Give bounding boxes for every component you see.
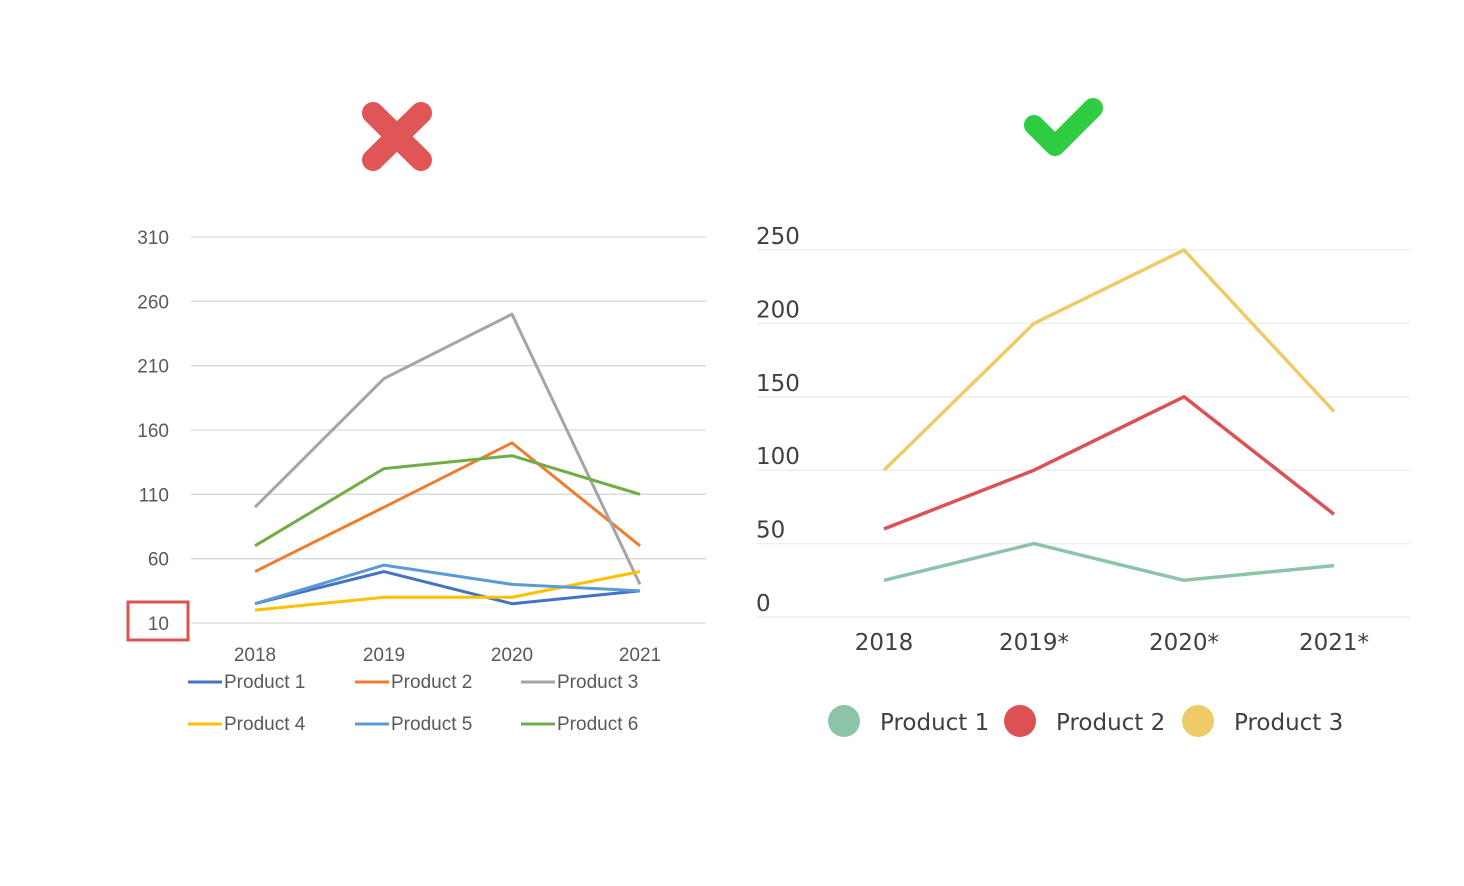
series-line-3 (253, 312, 642, 586)
y-tick-label: 10 (148, 614, 169, 635)
series-line-6 (254, 454, 641, 548)
y-tick-label: 250 (756, 224, 800, 250)
left-chart: 10 60 110 160 210 260 310 2018 2019 2020 2021 Produ… (126, 228, 706, 735)
x-tick-label: 2021* (1299, 630, 1369, 656)
legend-label: Product 5 (391, 714, 472, 735)
series-line-1 (254, 570, 641, 606)
y-tick-label: 260 (137, 292, 169, 313)
series-line-1 (883, 541, 1335, 583)
x-tick-label: 2019* (999, 630, 1069, 656)
highlight-box (126, 600, 190, 642)
y-tick-label: 210 (137, 357, 169, 378)
right-chart: 0 50 100 150 200 250 2018 2019* 2020* 2021* Produc… (756, 224, 1410, 737)
y-tick-label: 50 (756, 518, 785, 544)
cross-icon (362, 102, 432, 171)
legend-label: Product 2 (1056, 710, 1165, 736)
y-tick-label: 0 (756, 591, 771, 617)
series-line-4 (254, 570, 641, 612)
x-tick-label: 2019 (363, 645, 405, 666)
y-tick-label: 200 (756, 297, 800, 323)
legend-label: Product 3 (1234, 710, 1343, 736)
y-tick-label: 100 (756, 444, 800, 470)
legend-swatch (1182, 705, 1214, 737)
legend-label: Product 4 (224, 714, 306, 735)
series-line-2 (883, 395, 1336, 531)
legend-label: Product 3 (557, 672, 638, 693)
legend-swatch (828, 705, 860, 737)
x-tick-label: 2018 (234, 645, 276, 666)
series-line-2 (254, 441, 641, 573)
x-tick-label: 2020* (1149, 630, 1219, 656)
y-tick-label: 310 (137, 228, 169, 249)
legend-label: Product 1 (224, 672, 305, 693)
series-line-5 (254, 563, 641, 606)
x-tick-label: 2018 (855, 630, 914, 656)
x-tick-label: 2021 (619, 645, 661, 666)
legend-label: Product 2 (391, 672, 472, 693)
legend-swatch (1004, 705, 1036, 737)
legend-label: Product 6 (557, 714, 638, 735)
x-tick-label: 2020 (491, 645, 533, 666)
y-tick-label: 60 (148, 550, 169, 571)
legend-label: Product 1 (880, 710, 989, 736)
y-tick-label: 150 (756, 371, 800, 397)
y-tick-label: 160 (137, 421, 169, 442)
check-icon (1024, 98, 1103, 156)
y-tick-label: 110 (139, 485, 169, 506)
series-line-3 (882, 248, 1336, 472)
